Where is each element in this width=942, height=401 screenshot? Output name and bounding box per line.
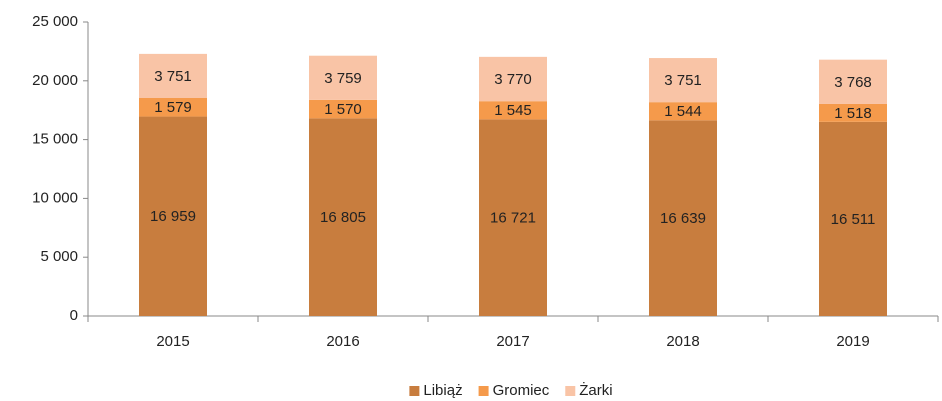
bar-segment: [139, 53, 207, 98]
data-label: 3 770: [494, 71, 532, 88]
bar-segment: [819, 59, 887, 104]
data-label: 3 751: [154, 68, 192, 85]
legend-swatch: [565, 386, 576, 396]
x-tick-label: 2016: [326, 333, 359, 350]
y-tick-label: 5 000: [40, 248, 78, 265]
bar-segment: [819, 121, 887, 316]
data-label: 1 579: [154, 99, 192, 116]
bar-segment: [139, 116, 207, 316]
bar-segment: [819, 103, 887, 122]
bar-segment: [649, 102, 717, 121]
data-label: 3 759: [324, 70, 362, 87]
bar-segment: [309, 118, 377, 316]
y-tick-label: 20 000: [32, 72, 78, 89]
bar-segment: [649, 120, 717, 316]
legend-label: Gromiec: [493, 382, 550, 399]
y-tick-label: 25 000: [32, 13, 78, 30]
data-label: 16 959: [150, 208, 196, 225]
data-label: 1 570: [324, 101, 362, 118]
data-label: 1 518: [834, 105, 872, 122]
bar-segment: [649, 58, 717, 103]
x-tick-label: 2015: [156, 333, 189, 350]
x-tick-label: 2018: [666, 333, 699, 350]
data-label: 1 544: [664, 103, 702, 120]
x-tick-label: 2019: [836, 333, 869, 350]
legend-label: Żarki: [579, 381, 612, 399]
y-tick-label: 10 000: [32, 189, 78, 206]
legend-swatch: [409, 386, 420, 396]
bar-segment: [479, 56, 547, 102]
bar-segment: [309, 99, 377, 119]
data-label: 16 721: [490, 210, 536, 227]
data-label: 3 751: [664, 72, 702, 89]
legend-label: Libiąż: [423, 382, 462, 399]
data-label: 16 511: [831, 211, 876, 228]
y-tick-label: 0: [70, 307, 78, 324]
legend-swatch: [478, 386, 489, 396]
x-tick-label: 2017: [496, 333, 529, 350]
data-label: 3 768: [834, 74, 872, 91]
data-label: 1 545: [494, 102, 532, 119]
bar-segment: [479, 119, 547, 316]
data-label: 16 805: [320, 209, 366, 226]
y-tick-label: 15 000: [32, 131, 78, 148]
bar-segment: [309, 55, 377, 100]
bar-segment: [479, 101, 547, 120]
bar-segment: [139, 97, 207, 117]
data-label: 16 639: [660, 210, 706, 227]
